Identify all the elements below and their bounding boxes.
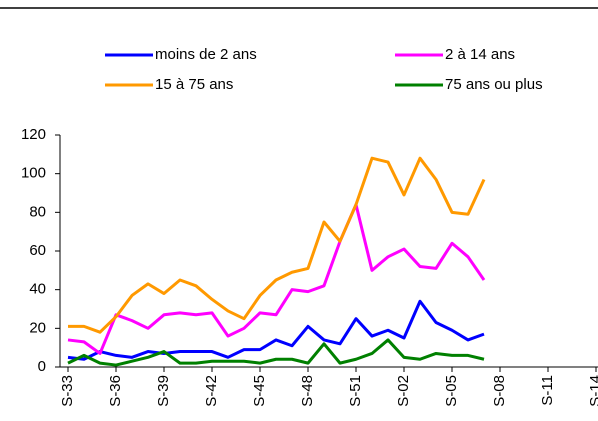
x-tick-label: S-36 bbox=[107, 375, 124, 407]
x-tick-label: S-48 bbox=[299, 375, 316, 407]
x-tick-label: S-05 bbox=[443, 375, 460, 407]
series-line bbox=[67, 299, 485, 361]
x-tick-label: S-42 bbox=[203, 375, 220, 407]
x-tick-label: S-14 bbox=[587, 375, 598, 407]
legend-label: 15 à 75 ans bbox=[155, 76, 233, 93]
x-tick-label: S-02 bbox=[395, 375, 412, 407]
legend-label: moins de 2 ans bbox=[155, 46, 257, 63]
x-tick-label: S-08 bbox=[491, 375, 508, 407]
y-tick-label: 40 bbox=[29, 281, 46, 298]
legend-label: 75 ans ou plus bbox=[445, 76, 543, 93]
y-tick-label: 100 bbox=[21, 165, 46, 182]
legend-label: 2 à 14 ans bbox=[445, 46, 515, 63]
series-line bbox=[67, 203, 486, 355]
x-tick-label: S-33 bbox=[59, 375, 76, 407]
y-tick-label: 0 bbox=[38, 358, 46, 375]
y-tick-label: 20 bbox=[29, 319, 46, 336]
x-tick-label: S-51 bbox=[347, 375, 364, 407]
x-tick-label: S-45 bbox=[251, 375, 268, 407]
y-tick-label: 120 bbox=[21, 126, 46, 143]
x-tick-label: S-11 bbox=[539, 375, 556, 406]
series-line bbox=[67, 338, 485, 367]
y-tick-label: 80 bbox=[29, 203, 46, 220]
series-line bbox=[68, 156, 486, 334]
y-tick-label: 60 bbox=[29, 242, 46, 259]
x-tick-label: S-39 bbox=[155, 375, 172, 407]
